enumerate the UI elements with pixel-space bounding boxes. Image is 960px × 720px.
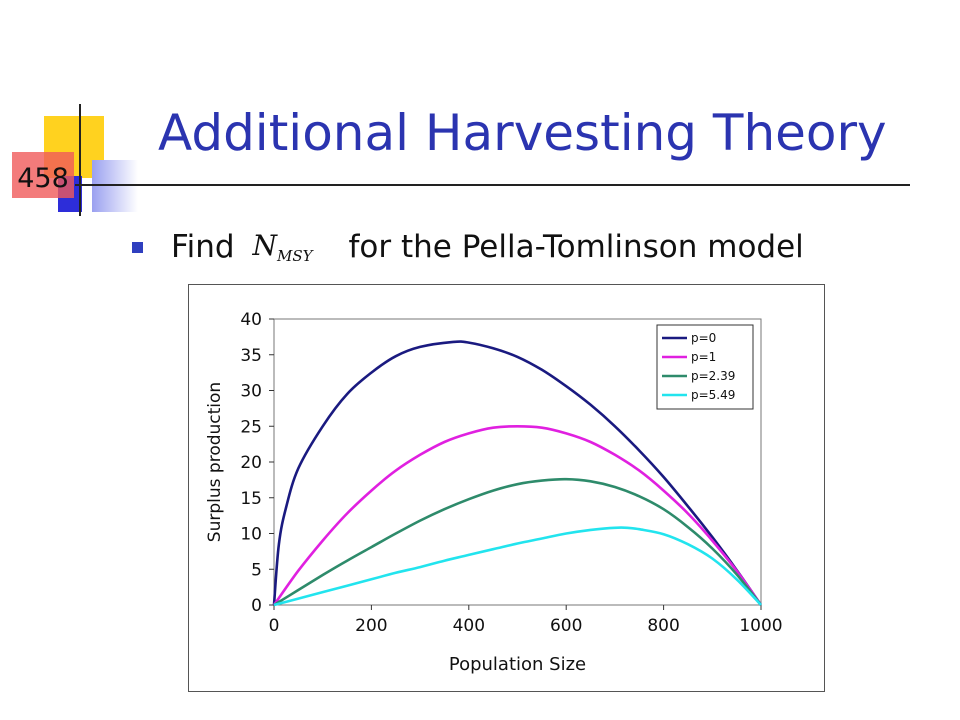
nmsy-math-symbol: NMSY xyxy=(253,229,335,265)
y-tick-label: 5 xyxy=(251,560,262,580)
y-tick-label: 40 xyxy=(240,310,262,330)
x-tick-label: 1000 xyxy=(739,616,782,636)
series-line-2 xyxy=(272,425,763,606)
deco-glow-block xyxy=(92,160,138,212)
bullet-item: Find NMSY for the Pella-Tomlinson model xyxy=(132,224,804,270)
legend-label: p=5.49 xyxy=(691,388,735,402)
y-tick-label: 15 xyxy=(240,489,262,509)
legend-label: p=2.39 xyxy=(691,369,735,383)
legend-label: p=1 xyxy=(691,350,716,364)
y-tick-label: 10 xyxy=(240,525,262,545)
x-tick-label: 400 xyxy=(453,616,485,636)
slide-title: Additional Harvesting Theory xyxy=(158,104,887,162)
y-tick-label: 30 xyxy=(240,382,262,402)
deco-vertical-line xyxy=(79,104,81,216)
nmsy-subscript: MSY xyxy=(277,247,313,265)
x-tick-label: 600 xyxy=(550,616,582,636)
bullet-text-before: Find xyxy=(171,229,235,265)
x-axis-label: Population Size xyxy=(449,654,586,675)
bullet-square-icon xyxy=(132,241,143,253)
series-line-3 xyxy=(273,477,763,607)
x-tick-label: 0 xyxy=(269,616,280,636)
surplus-production-chart: 0 200 400 600 800 1000 0 5 10 15 20 25 30 35 40 Populat… xyxy=(205,310,783,675)
y-tick-label: 20 xyxy=(240,453,262,473)
x-tick-label: 800 xyxy=(647,616,679,636)
title-rule xyxy=(75,184,910,186)
slide-number: 458 xyxy=(17,162,69,194)
series-line-1 xyxy=(272,340,763,606)
bullet-text-after: for the Pella-Tomlinson model xyxy=(348,229,804,265)
series-line-4 xyxy=(273,526,762,607)
nmsy-symbol: N xyxy=(252,229,278,262)
y-axis-label: Surplus production xyxy=(205,382,225,542)
x-tick-label: 200 xyxy=(355,616,387,636)
deco-red-block xyxy=(12,152,74,198)
y-tick-label: 25 xyxy=(240,417,262,437)
y-tick-label: 35 xyxy=(240,346,262,366)
y-tick-label: 0 xyxy=(251,596,262,616)
legend-label: p=0 xyxy=(691,331,716,345)
chart-frame: 0 200 400 600 800 1000 0 5 10 15 20 25 30 35 40 Populat… xyxy=(188,284,825,692)
